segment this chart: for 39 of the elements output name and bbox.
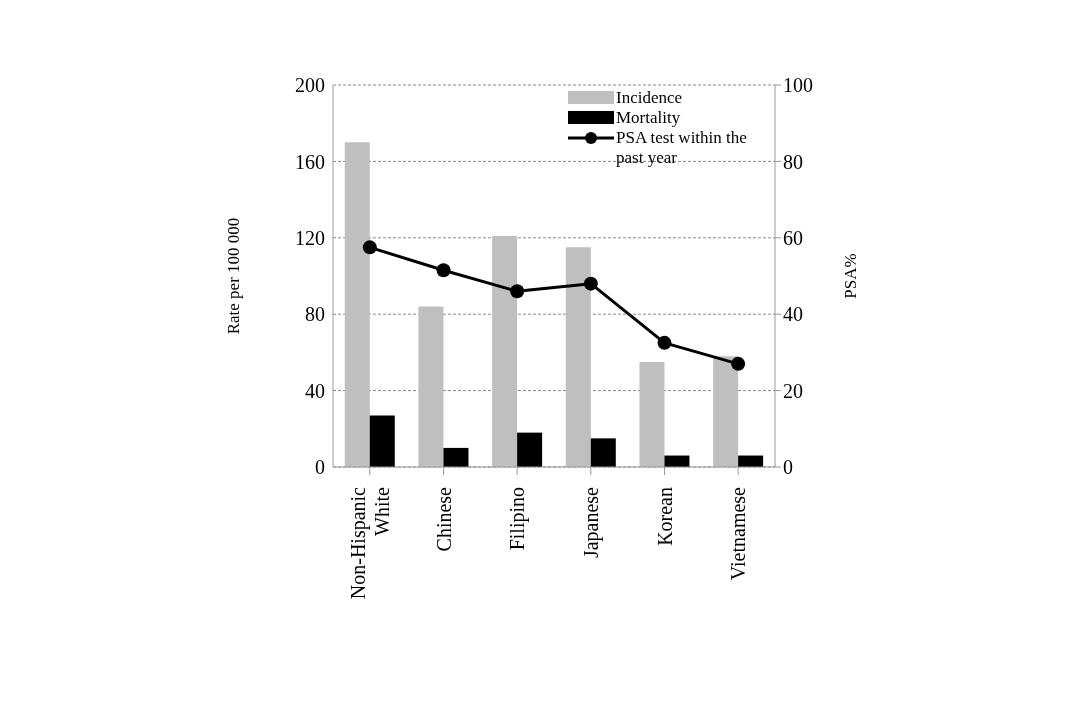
x-tick-label: Japanese (579, 486, 603, 559)
y2-tick-label: 100 (783, 74, 813, 97)
bar (639, 361, 665, 467)
x-tick-label: Vietnamese (727, 486, 750, 581)
x-tick-label: Filipino (506, 487, 530, 551)
y2-tick-label: 80 (783, 150, 803, 173)
y2-tick-label: 60 (783, 226, 803, 249)
bar (565, 247, 591, 467)
x-tick-label: Chinese (432, 486, 455, 552)
point (583, 276, 598, 291)
y2-tick-label: 20 (783, 379, 803, 402)
bar (590, 438, 616, 467)
y-tick-label: 200 (295, 74, 325, 97)
x-tick-label: Korean (653, 487, 676, 546)
bar (517, 432, 543, 467)
bar (443, 447, 469, 467)
legend-label: Mortality (616, 108, 681, 128)
point (362, 240, 377, 255)
y-tick-label: 160 (295, 150, 325, 173)
y-tick-label: 80 (305, 303, 325, 326)
y-tick-label: 0 (315, 456, 325, 479)
bar (418, 306, 444, 467)
bar (492, 235, 518, 467)
bar (344, 142, 370, 467)
bar (713, 356, 739, 467)
y-tick-label: 40 (305, 379, 325, 402)
y-axis-title: Rate per 100 000 (224, 217, 244, 335)
point (436, 263, 451, 278)
bar (369, 415, 395, 467)
point (657, 335, 672, 350)
x-tick-label: Non-Hispanic White (346, 486, 393, 600)
legend-label: Incidence (616, 88, 683, 108)
legend-label: PSA test within the past year (616, 128, 748, 168)
y2-axis-title: PSA% (841, 253, 861, 299)
point (510, 284, 525, 299)
y2-tick-label: 40 (783, 303, 803, 326)
point (731, 356, 746, 371)
y2-tick-label: 0 (783, 456, 793, 479)
y-tick-label: 120 (295, 226, 325, 249)
